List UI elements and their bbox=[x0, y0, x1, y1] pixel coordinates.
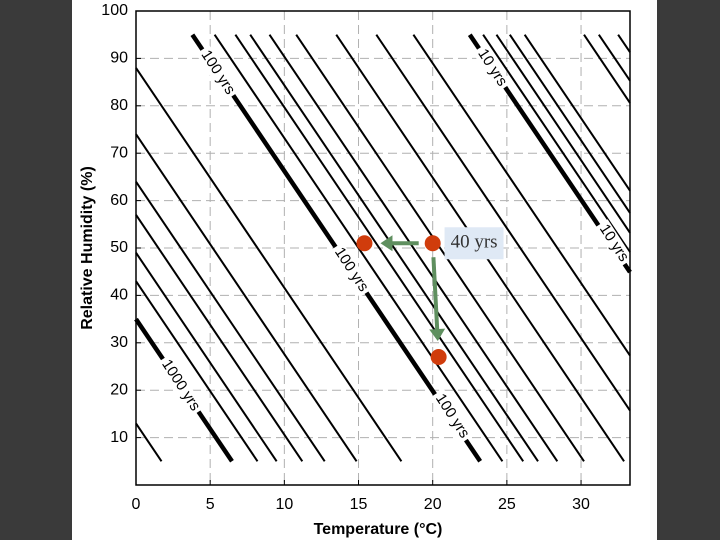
arrow-head bbox=[429, 328, 446, 342]
y-tick-label: 90 bbox=[110, 50, 128, 67]
y-tick-label: 100 bbox=[101, 2, 128, 19]
arrow-head bbox=[380, 235, 393, 252]
isoperm-line bbox=[135, 422, 163, 462]
line-label-bg bbox=[195, 45, 240, 101]
y-tick-label: 80 bbox=[110, 97, 128, 114]
callout-text: 40 yrs bbox=[451, 232, 498, 253]
line-label-bg bbox=[329, 242, 373, 298]
isoperm-line bbox=[249, 34, 539, 462]
line-label-bg bbox=[156, 354, 205, 417]
callout-box bbox=[444, 227, 504, 260]
isoperm-line bbox=[234, 34, 525, 462]
isoperm-line bbox=[617, 34, 631, 53]
slide-panel bbox=[72, 0, 657, 540]
x-tick-label: 0 bbox=[132, 496, 141, 513]
point bbox=[424, 235, 441, 252]
isoperm-line bbox=[295, 34, 585, 462]
plot-frame bbox=[135, 10, 631, 486]
isoperm-line bbox=[375, 34, 631, 412]
point bbox=[430, 349, 447, 366]
line-label-bg bbox=[430, 388, 474, 444]
x-tick-label: 10 bbox=[275, 496, 293, 513]
y-tick-label: 30 bbox=[110, 334, 128, 351]
y-tick-label: 20 bbox=[110, 381, 128, 398]
line-label-bg bbox=[472, 43, 512, 92]
isoperm-line bbox=[583, 34, 631, 104]
x-tick-label: 20 bbox=[424, 496, 442, 513]
isoperm-line bbox=[135, 181, 326, 462]
y-tick-label: 10 bbox=[110, 429, 128, 446]
isoperm-line bbox=[135, 214, 304, 462]
isoperm-line bbox=[135, 280, 259, 462]
point bbox=[356, 235, 373, 252]
x-tick-label: 15 bbox=[350, 496, 368, 513]
y-tick-label: 70 bbox=[110, 144, 128, 161]
y-tick-label: 50 bbox=[110, 239, 128, 256]
isoperm-line bbox=[135, 252, 278, 462]
x-tick-label: 25 bbox=[498, 496, 516, 513]
line-label-bg bbox=[594, 219, 634, 268]
isoperm-line bbox=[412, 34, 631, 357]
isoperm-line bbox=[135, 67, 403, 462]
y-axis-title: Relative Humidity (%) bbox=[79, 166, 96, 330]
isoperm-line bbox=[135, 133, 358, 462]
isoperm-line bbox=[495, 34, 631, 234]
x-tick-label: 30 bbox=[572, 496, 590, 513]
x-axis-title: Temperature (°C) bbox=[314, 521, 443, 538]
arrow-shaft bbox=[431, 257, 440, 334]
isoperm-line bbox=[523, 34, 631, 192]
isoperm-line bbox=[509, 34, 631, 214]
y-tick-label: 40 bbox=[110, 287, 128, 304]
x-tick-label: 5 bbox=[206, 496, 215, 513]
isoperm-line bbox=[268, 34, 559, 462]
isoperm-line bbox=[482, 34, 631, 253]
y-tick-label: 60 bbox=[110, 192, 128, 209]
isoperm-line bbox=[598, 34, 631, 82]
